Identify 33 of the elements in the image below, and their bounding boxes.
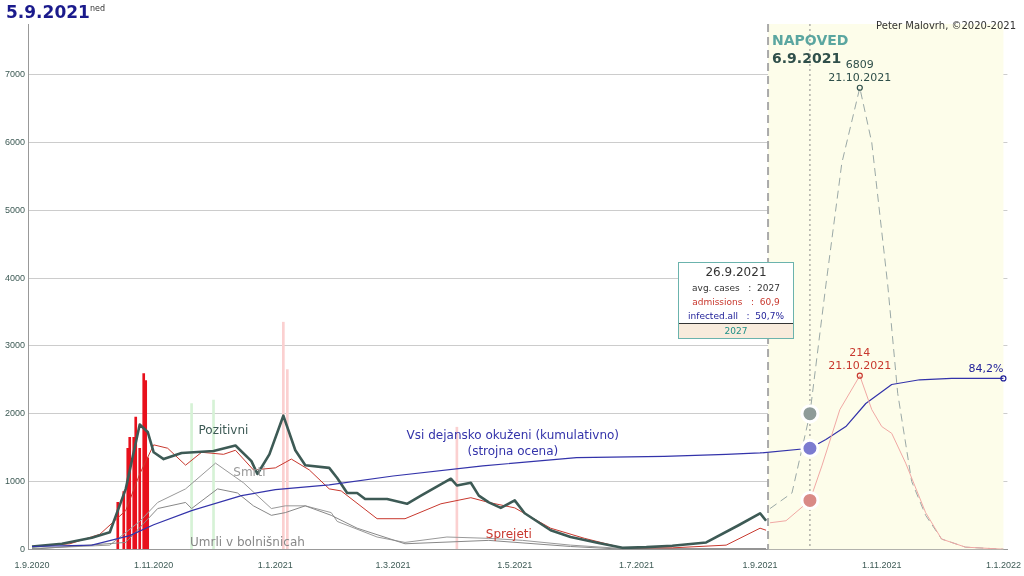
ref-line-label: 6.9.2021 — [772, 49, 842, 66]
x-tick-label: 1.7.2021 — [618, 560, 654, 571]
x-tick-label: 1.3.2021 — [375, 560, 411, 571]
y-tick-label: 7000 — [4, 69, 26, 80]
y-tick-label: 6000 — [4, 137, 26, 148]
x-tick-label: 1.11.2021 — [862, 560, 902, 571]
band-label: NAPOVED — [772, 31, 849, 48]
y-tick-label: 2000 — [4, 408, 26, 419]
x-tick-label: 1.1.2021 — [257, 560, 293, 571]
series-label: Pozitivni — [198, 423, 249, 438]
chart-title: 5.9.2021$^{ned}$ — [6, 2, 105, 22]
annotation: avg. cases : 2027 — [691, 282, 781, 295]
y-tick-label: 5000 — [4, 204, 26, 215]
series-label: Sprejeti — [485, 526, 532, 541]
x-tick-label: 1.9.2020 — [14, 560, 50, 571]
annotation: 2027 — [679, 323, 793, 338]
y-tick-label: 4000 — [4, 272, 26, 283]
x-tick-label: 1.5.2021 — [497, 560, 533, 571]
annotation: infected.all : 50,7% — [687, 310, 785, 323]
annotation: Peter Malovrh, ©2020-2021 — [876, 20, 1016, 31]
series-label: Smrti — [233, 464, 266, 479]
x-tick-label: 1.1.2022 — [985, 560, 1021, 571]
x-tick-label: 1.11.2020 — [134, 560, 174, 571]
series-label: Vsi dejansko okuženi (kumulativno) (strojna ocena) — [406, 427, 620, 458]
annotation: admissions : 60,9 — [691, 296, 781, 309]
y-tick-label: 3000 — [4, 340, 26, 351]
annotation: 26.9.2021 — [704, 264, 768, 281]
x-tick-label: 1.9.2021 — [742, 560, 778, 571]
annotation: 84,2% — [968, 361, 1004, 375]
y-tick-label: 0 — [20, 543, 26, 554]
annotation: 214 21.10.2021 — [828, 346, 892, 373]
y-tick-label: 1000 — [4, 475, 26, 486]
text: Umrli v bolnišnicah — [190, 535, 305, 550]
